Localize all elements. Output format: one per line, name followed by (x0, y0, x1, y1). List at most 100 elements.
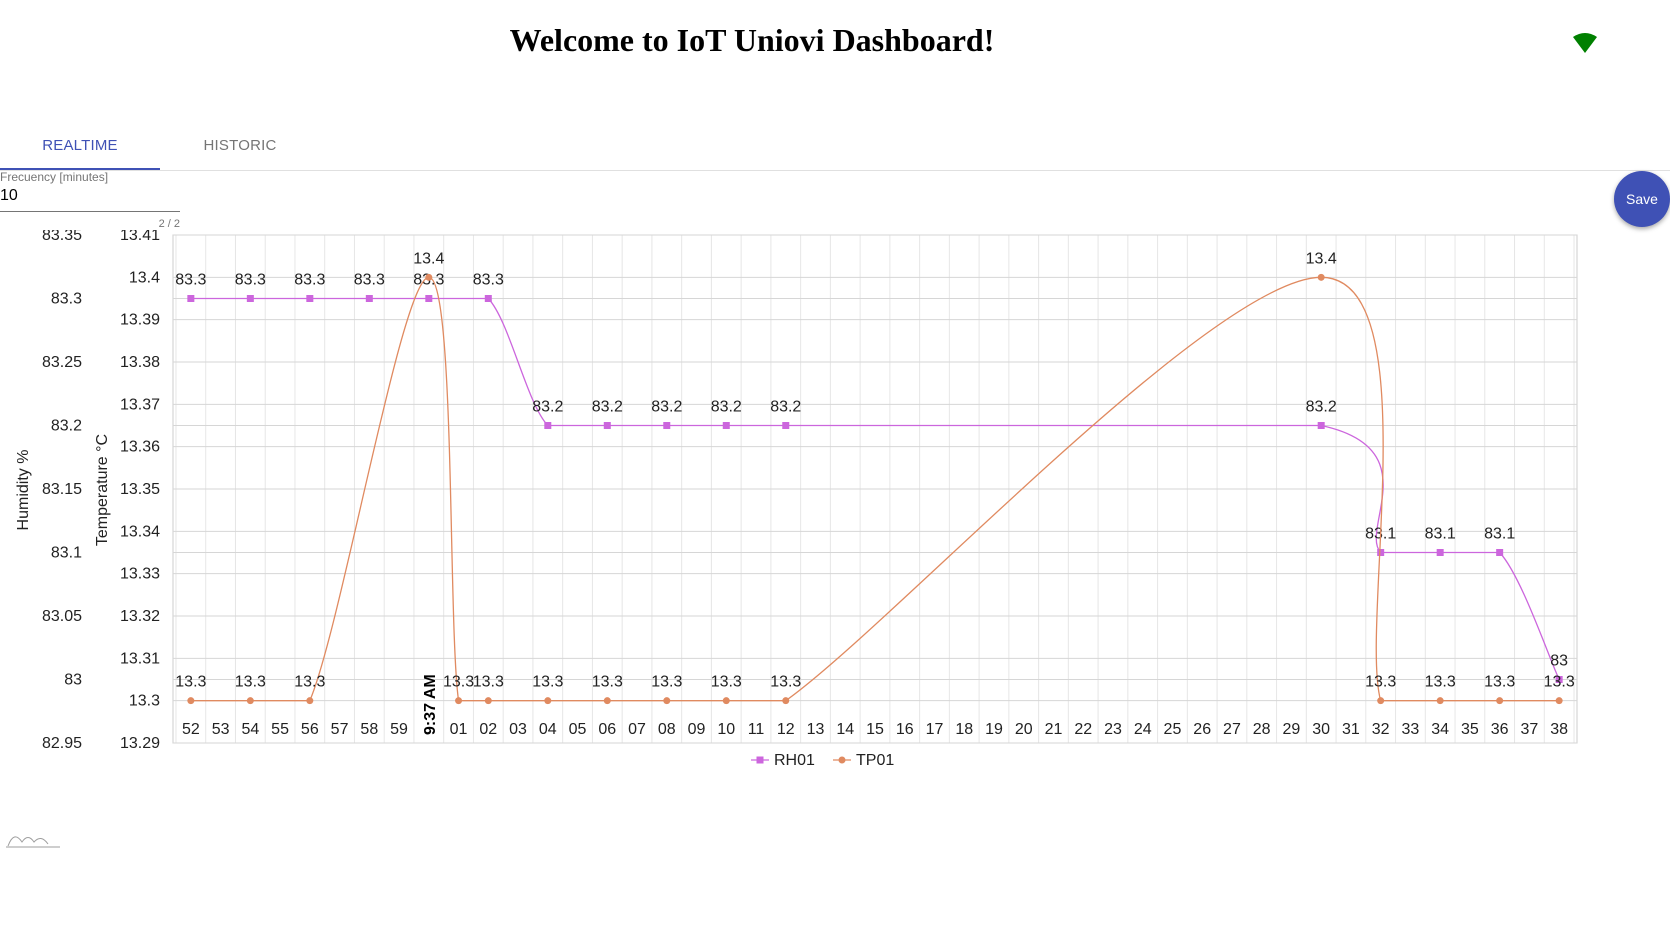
rh01-data-label: 83.3 (175, 272, 206, 289)
x-tick-label: 9:37 AM (422, 674, 439, 735)
x-tick-label: 55 (271, 721, 289, 738)
tp01-point (603, 697, 611, 705)
x-tick-label: 37 (1521, 721, 1539, 738)
rh01-data-label: 83.1 (1484, 526, 1515, 543)
wifi-icon (1573, 33, 1597, 53)
x-tick-label: 05 (569, 721, 587, 738)
x-tick-label: 25 (1164, 721, 1182, 738)
tp01-data-label: 13.3 (443, 674, 474, 691)
tp01-point (484, 697, 492, 705)
legend-marker (756, 756, 764, 764)
x-tick-label: 28 (1253, 721, 1271, 738)
x-tick-label: 13 (807, 721, 825, 738)
y-left-tick-label: 83.3 (51, 291, 82, 308)
rh01-data-label: 83.2 (592, 399, 623, 416)
rh01-data-label: 83.2 (651, 399, 682, 416)
rh01-point (663, 422, 671, 429)
tp01-data-label: 13.3 (473, 674, 504, 691)
x-tick-label: 19 (985, 721, 1003, 738)
rh01-point (1496, 549, 1504, 556)
x-tick-label: 56 (301, 721, 319, 738)
tp01-point (1436, 697, 1444, 705)
y-right-tick-label: 13.3 (129, 693, 160, 710)
x-tick-label: 21 (1045, 721, 1063, 738)
tab-historic[interactable]: HISTORIC (203, 137, 277, 154)
rh01-point (722, 422, 730, 429)
x-tick-label: 12 (777, 721, 795, 738)
tp01-data-label: 13.3 (711, 674, 742, 691)
tp01-point (722, 697, 730, 705)
tp01-point (1496, 697, 1504, 705)
tp01-data-label: 13.3 (1425, 674, 1456, 691)
frequency-input[interactable] (0, 184, 180, 212)
chart-resize-icon[interactable] (6, 836, 60, 848)
x-tick-label: 06 (598, 721, 616, 738)
y-right-tick-label: 13.34 (120, 523, 160, 540)
x-tick-label: 52 (182, 721, 200, 738)
x-tick-label: 01 (450, 721, 468, 738)
tp01-point (1317, 273, 1325, 281)
tp01-point (187, 697, 195, 705)
rh01-data-label: 83.2 (770, 399, 801, 416)
rh01-point (1377, 549, 1385, 556)
tp01-point (1377, 697, 1385, 705)
tp01-point (425, 273, 433, 281)
frequency-field: Frecuency [minutes] 2 / 2 (0, 170, 180, 230)
x-tick-label: 38 (1550, 721, 1568, 738)
y-right-tick-label: 13.39 (120, 312, 160, 329)
rh01-data-label: 83.2 (1306, 399, 1337, 416)
legend-label: RH01 (774, 752, 815, 769)
tp01-point (246, 697, 254, 705)
legend-label: TP01 (856, 752, 894, 769)
x-tick-label: 54 (241, 721, 259, 738)
y-right-tick-label: 13.38 (120, 354, 160, 371)
rh01-point (306, 295, 314, 302)
rh01-point (187, 295, 195, 302)
character-counter: 2 / 2 (158, 218, 180, 230)
x-tick-label: 14 (836, 721, 854, 738)
x-tick-label: 09 (688, 721, 706, 738)
tp01-data-label: 13.3 (1484, 674, 1515, 691)
tp01-data-label: 13.3 (1544, 674, 1575, 691)
x-tick-label: 20 (1015, 721, 1033, 738)
y-left-tick-label: 83.15 (42, 481, 82, 498)
y-left-tick-label: 83.35 (42, 230, 82, 244)
x-tick-label: 16 (896, 721, 914, 738)
y-right-tick-label: 13.31 (120, 650, 160, 667)
y-left-axis-title: Humidity % (15, 450, 32, 531)
save-button[interactable]: Save (1614, 171, 1670, 227)
x-tick-label: 02 (479, 721, 497, 738)
rh01-data-label: 83.2 (532, 399, 563, 416)
rh01-point (246, 295, 254, 302)
tab-realtime[interactable]: REALTIME (0, 125, 160, 170)
tp01-data-label: 13.3 (1365, 674, 1396, 691)
x-tick-label: 11 (748, 721, 765, 738)
rh01-point (1436, 549, 1444, 556)
x-tick-label: 29 (1283, 721, 1301, 738)
rh01-data-label: 83.3 (294, 272, 325, 289)
rh01-point (484, 295, 492, 302)
tp01-data-label: 13.3 (592, 674, 623, 691)
tp01-point (782, 697, 790, 705)
x-tick-label: 27 (1223, 721, 1241, 738)
rh01-point (1317, 422, 1325, 429)
rh01-data-label: 83.1 (1425, 526, 1456, 543)
y-left-tick-label: 83.2 (51, 418, 82, 435)
y-right-tick-label: 13.4 (129, 269, 160, 286)
rh01-point (544, 422, 552, 429)
tp01-data-label: 13.4 (1306, 250, 1337, 267)
x-tick-label: 31 (1342, 721, 1360, 738)
x-tick-label: 58 (360, 721, 378, 738)
x-tick-label: 33 (1402, 721, 1420, 738)
x-tick-label: 10 (717, 721, 735, 738)
x-tick-label: 17 (926, 721, 944, 738)
y-left-tick-label: 83.25 (42, 354, 82, 371)
x-tick-label: 24 (1134, 721, 1152, 738)
rh01-point (782, 422, 790, 429)
sensor-chart: 83.35 83.3 83.25 83.2 83.15 83.1 83.05 83 82.95 1… (6, 230, 1578, 848)
y-left-tick-label: 83.1 (51, 545, 82, 562)
x-tick-label: 23 (1104, 721, 1122, 738)
y-right-tick-label: 13.33 (120, 566, 160, 583)
tp01-point (1555, 697, 1563, 705)
x-tick-label: 59 (390, 721, 408, 738)
